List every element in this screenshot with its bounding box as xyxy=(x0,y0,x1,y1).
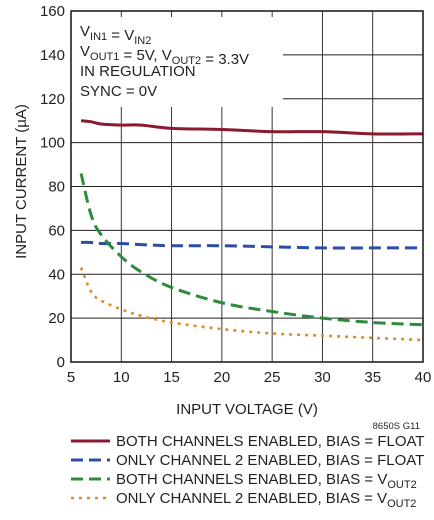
y-tick-label: 0 xyxy=(57,354,65,371)
x-tick-label: 30 xyxy=(314,369,331,386)
series-line xyxy=(81,240,423,250)
condition-line: SYNC = 0V xyxy=(80,83,157,100)
conditions-background xyxy=(71,17,283,107)
legend-label: BOTH CHANNELS ENABLED, BIAS = FLOAT xyxy=(116,433,425,450)
y-tick-label: 80 xyxy=(48,179,65,196)
y-tick-label: 60 xyxy=(48,222,65,239)
axis-ticks: 5 10 15 20 25 30 35 40 0 20 40 60 80 100 120 140 160 xyxy=(40,3,431,386)
x-tick-label: 25 xyxy=(264,369,281,386)
y-axis-label: INPUT CURRENT (µA) xyxy=(13,104,30,259)
series-line xyxy=(79,267,424,342)
x-tick-label: 15 xyxy=(163,369,180,386)
y-tick-label: 120 xyxy=(40,91,65,108)
condition-line: VOUT1 = 5V, VOUT2 = 3.3V xyxy=(80,43,249,68)
x-tick-label: 40 xyxy=(415,369,432,386)
condition-line: IN REGULATION xyxy=(80,63,196,80)
legend-label: ONLY CHANNEL 2 ENABLED, BIAS = VOUT2 xyxy=(116,490,416,510)
y-tick-label: 100 xyxy=(40,135,65,152)
x-axis-label: INPUT VOLTAGE (V) xyxy=(176,401,318,418)
x-tick-label: 10 xyxy=(113,369,130,386)
y-tick-label: 20 xyxy=(48,310,65,327)
legend-label: BOTH CHANNELS ENABLED, BIAS = VOUT2 xyxy=(116,471,417,491)
x-tick-label: 5 xyxy=(67,369,75,386)
y-tick-label: 160 xyxy=(40,3,65,20)
legend: BOTH CHANNELS ENABLED, BIAS = FLOAT ONLY … xyxy=(71,433,425,510)
series-line xyxy=(80,119,424,136)
plot-frame xyxy=(70,10,424,363)
x-tick-label: 20 xyxy=(214,369,231,386)
y-tick-label: 140 xyxy=(40,47,65,64)
series-lines xyxy=(79,119,424,342)
y-tick-label: 40 xyxy=(48,266,65,283)
figure-code: 8650S G11 xyxy=(373,421,420,432)
condition-line: VIN1 = VIN2 xyxy=(80,23,151,47)
legend-label: ONLY CHANNEL 2 ENABLED, BIAS = FLOAT xyxy=(116,452,424,469)
x-tick-label: 35 xyxy=(364,369,381,386)
series-line xyxy=(79,172,424,327)
